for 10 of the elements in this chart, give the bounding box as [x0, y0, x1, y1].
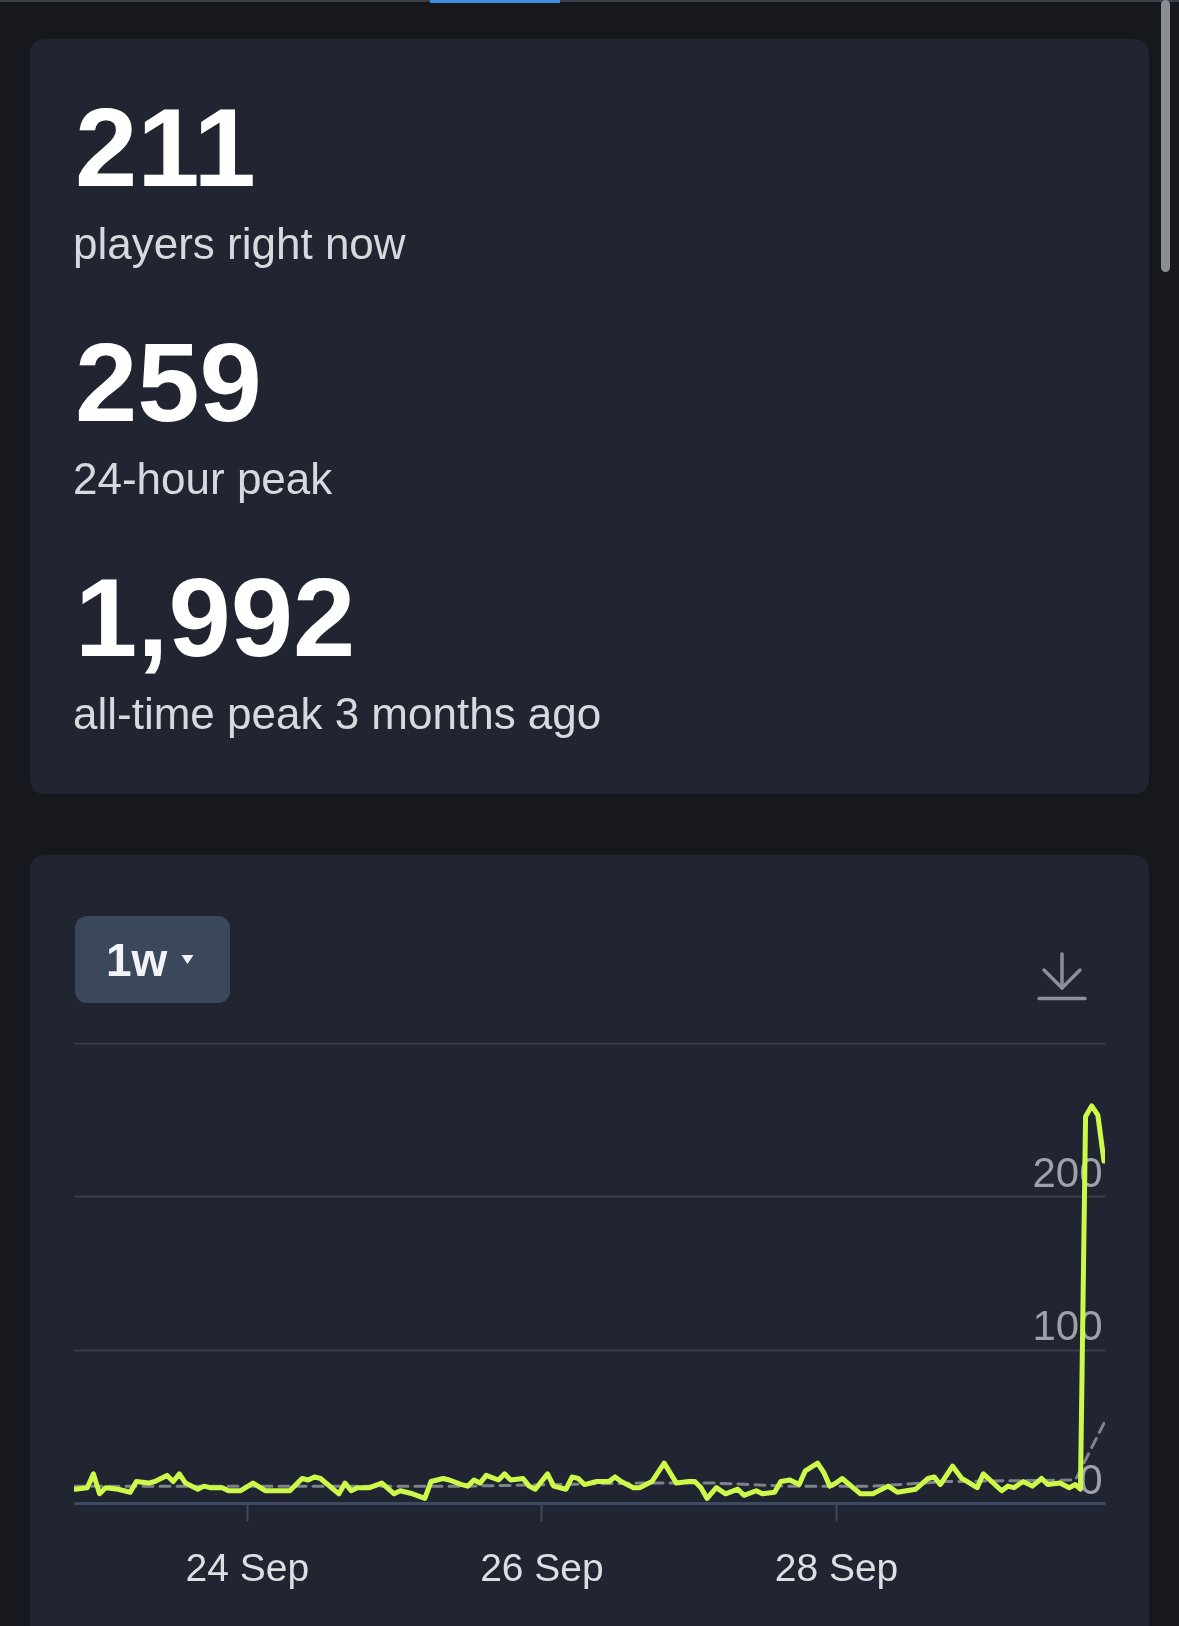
- x-tick-label: 26 Sep: [480, 1545, 604, 1589]
- dropdown-button: 1w: [75, 916, 231, 1003]
- x-tick-label: 28 Sep: [774, 1545, 899, 1589]
- text: 24-hour peak: [73, 454, 333, 503]
- text: players right now: [73, 219, 406, 268]
- text: all-time peak 3 months ago: [73, 689, 602, 738]
- text: 259: [75, 320, 262, 445]
- x-tick-label: 24 Sep: [185, 1545, 310, 1589]
- text: 211: [75, 85, 256, 210]
- text: 1,992: [75, 555, 356, 680]
